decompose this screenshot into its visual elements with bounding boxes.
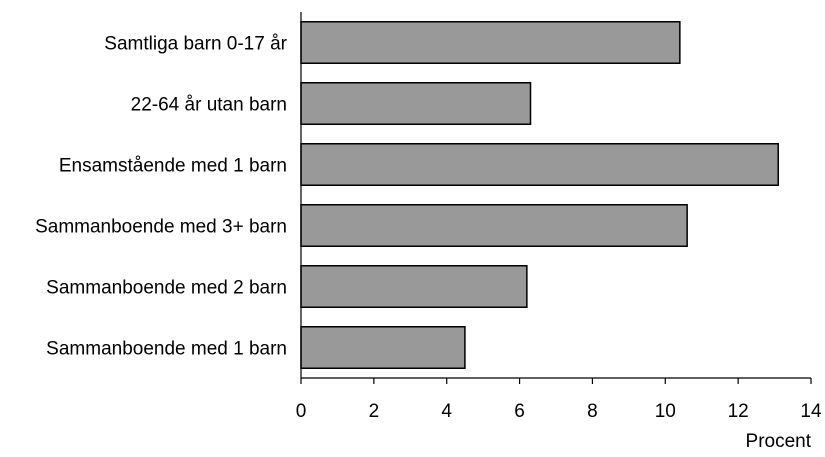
bar-4 <box>300 265 528 308</box>
category-label-0: Samtliga barn 0-17 år <box>104 34 287 55</box>
x-tick-label-3: 6 <box>514 401 525 422</box>
bar-2 <box>300 143 779 186</box>
category-label-3: Sammanboende med 3+ barn <box>35 217 287 238</box>
x-tick-label-1: 2 <box>369 401 380 422</box>
bar-1 <box>300 82 532 125</box>
x-tick-label-7: 14 <box>800 401 822 422</box>
category-label-5: Sammanboende med 1 barn <box>46 339 287 360</box>
x-tick-label-4: 8 <box>587 401 598 422</box>
bar-5 <box>300 326 466 369</box>
category-label-4: Sammanboende med 2 barn <box>46 278 287 299</box>
bar-3 <box>300 204 688 247</box>
x-tick-label-5: 10 <box>655 401 676 422</box>
category-label-1: 22-64 år utan barn <box>131 95 287 116</box>
x-axis-title: Procent <box>746 431 812 452</box>
category-labels: Samtliga barn 0-17 år 22-64 år utan barn E… <box>35 34 288 360</box>
x-tick-label-0: 0 <box>296 401 307 422</box>
x-tick-label-2: 4 <box>441 401 452 422</box>
x-tick-label-6: 12 <box>728 401 749 422</box>
bars-group <box>300 21 779 369</box>
bar-0 <box>300 21 681 64</box>
x-axis-ticks: 0 2 4 6 8 10 12 14 <box>296 378 822 422</box>
category-label-2: Ensamstående med 1 barn <box>59 156 287 177</box>
